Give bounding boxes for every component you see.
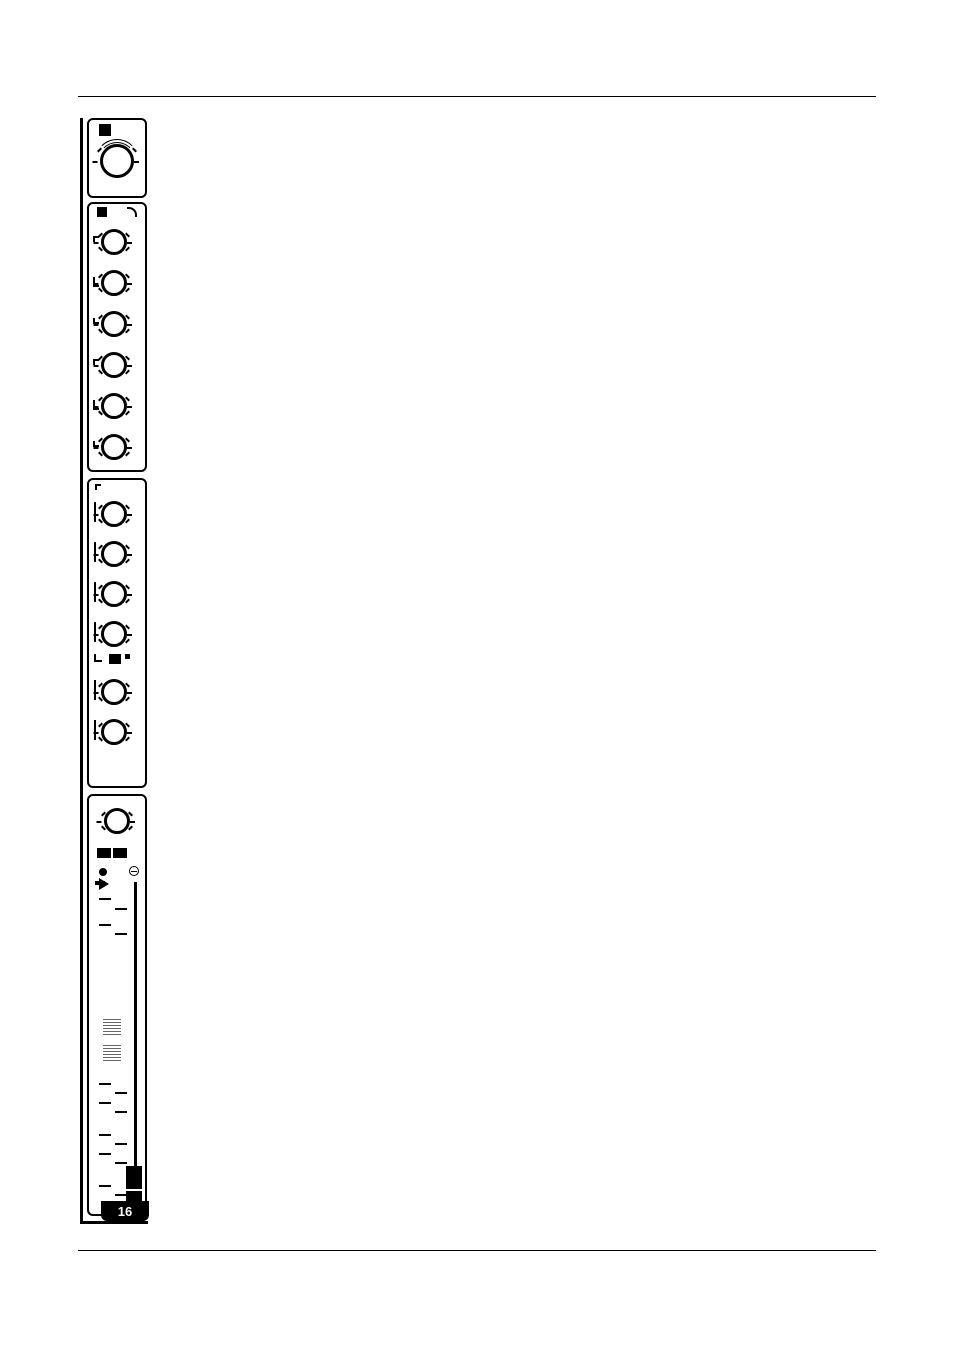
aux-3-knob[interactable] bbox=[101, 581, 127, 607]
aux-link-bar-icon bbox=[94, 680, 96, 700]
aux-1-knob[interactable] bbox=[101, 501, 127, 527]
aux-knob-row bbox=[89, 494, 145, 534]
aux-link-bar-icon bbox=[94, 720, 96, 740]
fader-scale-tick bbox=[115, 908, 127, 910]
aux-pre-button[interactable] bbox=[109, 654, 121, 664]
fader-scale-tick bbox=[99, 1134, 111, 1136]
aux-knob-row bbox=[89, 534, 145, 574]
gain-knob[interactable] bbox=[100, 144, 134, 178]
mixer-channel-strip: 16 bbox=[80, 118, 148, 1224]
gain-section bbox=[87, 118, 147, 198]
fader-section bbox=[87, 794, 147, 1216]
eq-knob-row bbox=[89, 304, 145, 344]
pad-button[interactable] bbox=[99, 124, 111, 136]
aux-link-bar-icon bbox=[94, 582, 96, 602]
hpf-icon bbox=[127, 207, 137, 217]
fader-scale-tick bbox=[99, 1185, 111, 1187]
aux-link-bar-icon bbox=[94, 502, 96, 522]
aux-pre-post-row bbox=[89, 654, 145, 670]
fader-scale-tick bbox=[115, 1143, 127, 1145]
fader-scale-tick bbox=[115, 1194, 127, 1196]
fader-scale-tick bbox=[99, 924, 111, 926]
aux-link-bar-icon bbox=[94, 542, 96, 562]
eq-hm-gain-knob[interactable] bbox=[101, 311, 127, 337]
eq-lm-freq-knob[interactable] bbox=[101, 352, 127, 378]
aux-2-knob[interactable] bbox=[101, 541, 127, 567]
channel-number-badge: 16 bbox=[101, 1201, 149, 1221]
eq-in-button[interactable] bbox=[97, 207, 107, 217]
fader-scale-tick bbox=[115, 933, 127, 935]
aux-6-knob[interactable] bbox=[101, 719, 127, 745]
aux-section bbox=[87, 478, 147, 788]
aux-pre-led bbox=[125, 654, 130, 659]
fader-scale-tick bbox=[115, 1162, 127, 1164]
channel-number-label: 16 bbox=[118, 1204, 132, 1219]
eq-lm-gain-knob[interactable] bbox=[101, 393, 127, 419]
fader-scale-tick bbox=[99, 1153, 111, 1155]
solo-button[interactable] bbox=[113, 848, 127, 858]
eq-hm-freq-knob[interactable] bbox=[101, 270, 127, 296]
aux-4-knob[interactable] bbox=[101, 621, 127, 647]
panel-screw-icon bbox=[129, 866, 139, 876]
aux-link-bar-icon bbox=[94, 622, 96, 642]
fader-scale-tick bbox=[99, 898, 111, 900]
eq-lf-gain-knob[interactable] bbox=[101, 434, 127, 460]
fader-scale-tick bbox=[99, 1083, 111, 1085]
aux-knob-row bbox=[89, 672, 145, 712]
eq-section bbox=[87, 202, 147, 472]
mute-button[interactable] bbox=[97, 848, 111, 858]
eq-knob-row bbox=[89, 263, 145, 303]
mute-solo-row bbox=[97, 848, 127, 858]
fader-track[interactable] bbox=[134, 882, 137, 1206]
aux-knob-row bbox=[89, 614, 145, 654]
aux-knob-row bbox=[89, 712, 145, 752]
fader-scale bbox=[99, 892, 127, 1210]
page-frame bbox=[78, 96, 876, 1251]
eq-knob-row bbox=[89, 427, 145, 467]
eq-hf-gain-knob[interactable] bbox=[101, 229, 127, 255]
eq-knob-row bbox=[89, 345, 145, 385]
fader-scale-tick bbox=[115, 1092, 127, 1094]
aux-bracket-icon bbox=[95, 484, 101, 490]
eq-knob-row bbox=[89, 386, 145, 426]
route-arrow-icon bbox=[99, 878, 109, 890]
fader-scale-tick bbox=[115, 1111, 127, 1113]
route-led bbox=[99, 868, 107, 876]
aux-5-knob[interactable] bbox=[101, 679, 127, 705]
eq-knob-row bbox=[89, 222, 145, 262]
aux-knob-row bbox=[89, 574, 145, 614]
fader-scale-grid bbox=[103, 1045, 121, 1063]
fader-scale-tick bbox=[99, 1102, 111, 1104]
pan-knob[interactable] bbox=[104, 808, 130, 834]
fader-scale-grid bbox=[103, 1019, 121, 1037]
